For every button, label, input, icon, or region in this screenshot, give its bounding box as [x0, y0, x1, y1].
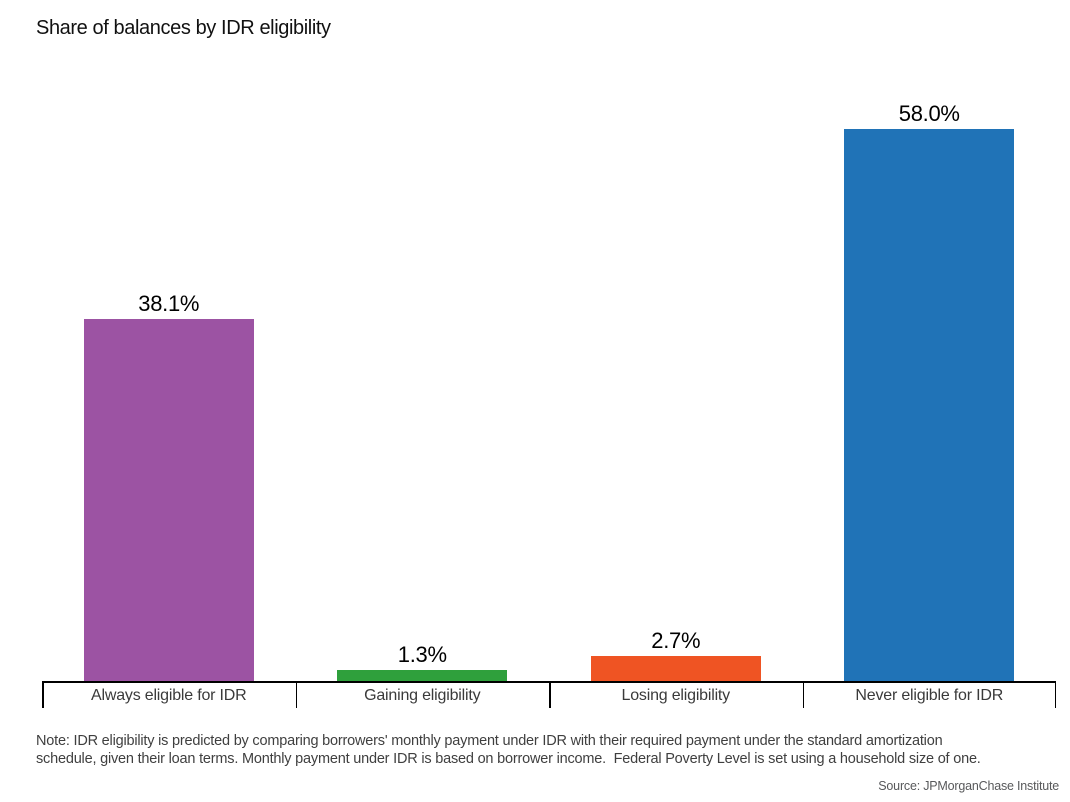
bar-value-label: 58.0% [898, 101, 960, 126]
axis-tick [802, 681, 804, 708]
bar [83, 318, 254, 682]
axis-tick [295, 681, 297, 708]
category-labels-row: Always eligible for IDR Gaining eligibili… [42, 686, 1056, 706]
bar-value-label: 1.3% [397, 641, 447, 667]
footnote-line-1: Note: IDR eligibility is predicted by co… [36, 733, 943, 749]
axis-tick [42, 681, 44, 708]
category-label: Never eligible for IDR [855, 687, 1004, 704]
source-credit: Source: JPMorganChase Institute [878, 779, 1059, 793]
axis-tick [549, 681, 551, 708]
bar-value-label: 38.1% [138, 290, 200, 316]
bar-cell: 38.1% [42, 0, 296, 682]
bar [337, 669, 508, 682]
bar-cell: 58.0% [803, 0, 1057, 682]
category-label: Losing eligibility [621, 687, 731, 704]
footnote-line-2: schedule, given their loan terms. Monthl… [36, 750, 981, 767]
axis-tick [1054, 681, 1056, 708]
category-label: Gaining eligibility [364, 687, 481, 704]
footnote: Note: IDR eligibility is predicted by co… [36, 733, 981, 768]
bar-cell: 1.3% [296, 0, 550, 682]
chart-title: Share of balances by IDR eligibility [36, 17, 331, 39]
x-axis-ticks [42, 681, 1056, 708]
plot-area: 38.1% 1.3% 2.7% 58.0% [42, 0, 1056, 682]
bar [844, 129, 1015, 682]
bar [590, 656, 761, 682]
bar-value-label: 2.7% [651, 628, 701, 654]
bars-row: 38.1% 1.3% 2.7% 58.0% [42, 0, 1056, 682]
bar-cell: 2.7% [549, 0, 803, 682]
category-label: Always eligible for IDR [91, 687, 247, 704]
